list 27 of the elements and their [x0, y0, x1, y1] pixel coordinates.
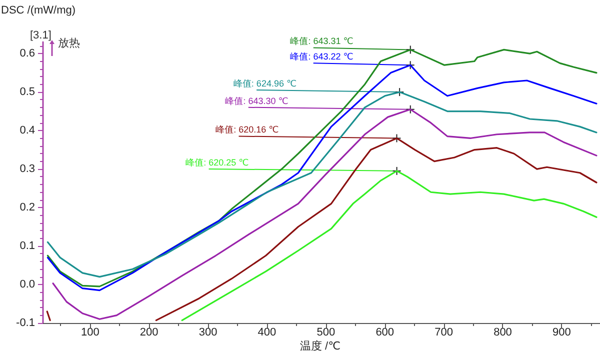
- annotation: 峰值: 620.25 ℃: [186, 157, 249, 168]
- x-tick-label: 900: [552, 326, 571, 338]
- x-tick-label: 400: [258, 326, 276, 338]
- y-tick-label: 0.5: [20, 86, 35, 98]
- x-tick-label: 700: [434, 326, 453, 338]
- x-axis-title: 温度 /℃: [300, 340, 340, 352]
- annotation: 峰值: 643.22 ℃: [290, 52, 354, 62]
- x-tick-label: 600: [376, 326, 394, 338]
- annotation: 峰值: 643.31 ℃: [290, 36, 354, 46]
- y-tick-label: 0.4: [20, 124, 35, 137]
- y-axis-title: DSC /(mW/mg): [1, 4, 76, 16]
- y-tick-label: 0.0: [20, 278, 35, 291]
- x-tick-label: 100: [80, 326, 100, 338]
- annotation: 峰值: 643.30 ℃: [225, 96, 288, 106]
- y-tick-label: 0.1: [20, 240, 35, 252]
- y-tick-label: 0.3: [20, 163, 35, 176]
- y-tick-label: -0.1: [16, 317, 35, 329]
- x-tick-label: 200: [140, 326, 158, 338]
- x-tick-label: 500: [316, 326, 336, 338]
- y-tick-label: 0.6: [20, 48, 35, 60]
- annotation: 峰值: 620.16 ℃: [216, 124, 279, 135]
- annotation: 峰值: 624.96 ℃: [233, 78, 297, 89]
- y-tick-label: 0.2: [20, 202, 35, 214]
- x-tick-label: 300: [198, 326, 218, 338]
- x-tick-label: 800: [494, 326, 512, 338]
- annotation: 放热: [58, 38, 80, 50]
- text: [3.1]: [30, 30, 52, 42]
